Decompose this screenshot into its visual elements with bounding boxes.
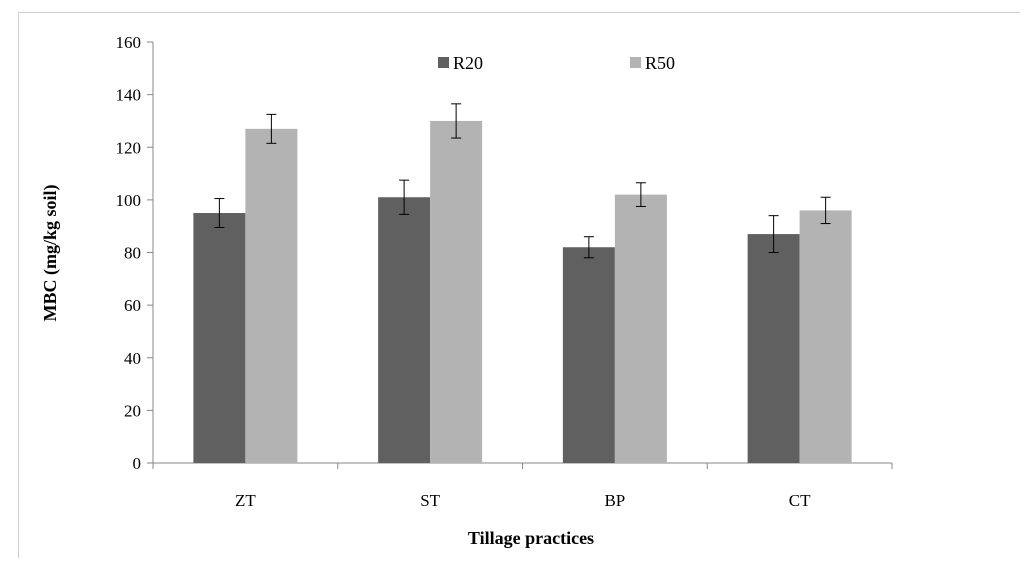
legend-label-r20: R20: [453, 53, 483, 73]
chart-frame: [18, 12, 1020, 558]
legend-label-r50: R50: [645, 53, 675, 73]
legend-swatch-r20: [438, 57, 449, 68]
legend: R20 R50: [438, 53, 675, 73]
y-axis-title: MBC (mg/kg soil): [40, 184, 61, 321]
bar-r20: [193, 213, 246, 463]
bar-r20: [378, 197, 431, 463]
x-tick-label: BP: [604, 491, 625, 510]
x-tick-label: CT: [789, 491, 811, 510]
y-tick-label: 20: [124, 401, 141, 420]
bar-r50: [430, 120, 483, 463]
bar-r20: [562, 247, 615, 463]
x-tick-label: ST: [420, 491, 440, 510]
y-tick-label: 0: [133, 454, 142, 473]
error-bars: [214, 103, 831, 259]
y-tick-label: 80: [124, 244, 141, 263]
y-tick-label: 100: [116, 191, 142, 210]
x-axis-title: Tillage practices: [468, 528, 594, 548]
x-tick-label: ZT: [235, 491, 256, 510]
bar-r20: [747, 234, 800, 463]
y-tick-label: 160: [116, 33, 142, 52]
bar-r50: [245, 128, 298, 464]
y-tick-label: 40: [124, 349, 141, 368]
bar-r50: [799, 210, 852, 463]
y-tick-label: 60: [124, 296, 141, 315]
y-tick-label: 140: [116, 86, 142, 105]
legend-swatch-r50: [630, 57, 641, 68]
bars: [193, 120, 852, 464]
bar-r50: [614, 194, 667, 464]
y-tick-label: 120: [116, 138, 142, 157]
